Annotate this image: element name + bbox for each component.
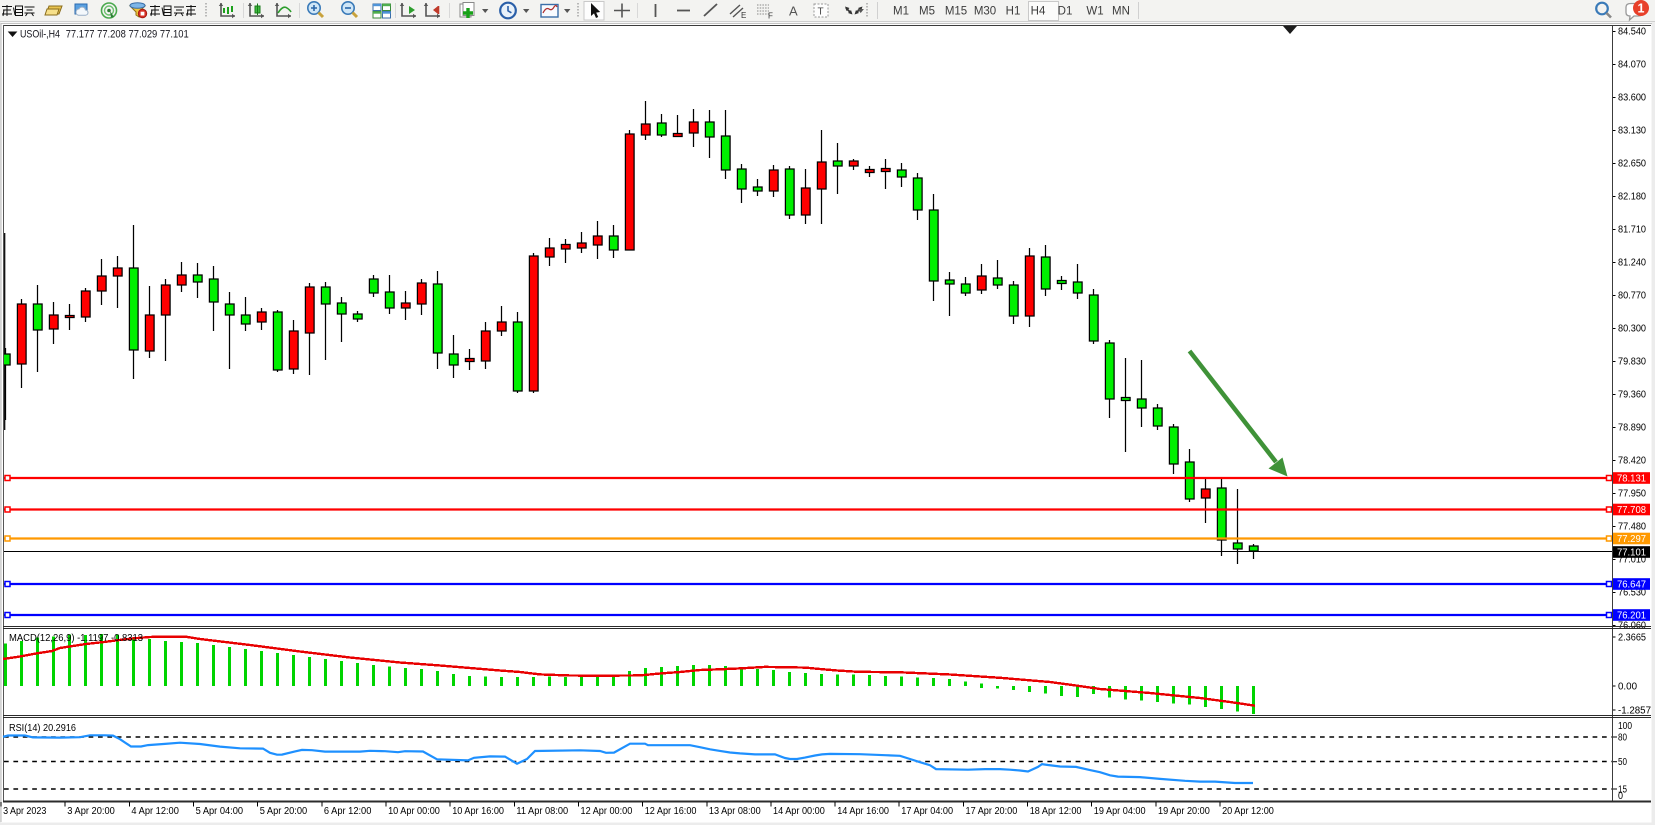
svg-text:19 Apr 04:00: 19 Apr 04:00: [1094, 806, 1146, 817]
svg-text:M1: M1: [893, 6, 909, 18]
svg-text:83.130: 83.130: [1618, 126, 1646, 137]
svg-text:5 Apr 20:00: 5 Apr 20:00: [260, 806, 308, 817]
svg-text:79.830: 79.830: [1618, 357, 1646, 368]
svg-text:10 Apr 16:00: 10 Apr 16:00: [452, 806, 504, 817]
svg-text:80.300: 80.300: [1618, 324, 1646, 335]
svg-text:79.360: 79.360: [1618, 390, 1646, 401]
svg-text:MN: MN: [1112, 6, 1130, 18]
svg-text:H4: H4: [1031, 6, 1046, 18]
svg-text:13 Apr 08:00: 13 Apr 08:00: [709, 806, 761, 817]
svg-text:RSI(14) 20.2916: RSI(14) 20.2916: [9, 723, 76, 734]
svg-text:MACD(12,26,9) -1.1197 -0.8313: MACD(12,26,9) -1.1197 -0.8313: [9, 633, 143, 644]
svg-text:10 Apr 00:00: 10 Apr 00:00: [388, 806, 440, 817]
svg-text:M15: M15: [945, 6, 967, 18]
svg-text:17 Apr 20:00: 17 Apr 20:00: [966, 806, 1018, 817]
svg-text:80.770: 80.770: [1618, 291, 1646, 302]
svg-text:83.600: 83.600: [1618, 93, 1646, 104]
svg-text:77.010: 77.010: [1618, 555, 1646, 566]
svg-text:77.177 77.208 77.029 77.101: 77.177 77.208 77.029 77.101: [66, 29, 189, 41]
svg-text:78.420: 78.420: [1618, 456, 1646, 467]
svg-text:80: 80: [1618, 733, 1627, 744]
svg-text:12 Apr 00:00: 12 Apr 00:00: [581, 806, 633, 817]
svg-text:-1.2857: -1.2857: [1618, 706, 1651, 717]
svg-text:77.480: 77.480: [1618, 522, 1646, 533]
svg-text:4 Apr 12:00: 4 Apr 12:00: [131, 806, 179, 817]
svg-text:17 Apr 04:00: 17 Apr 04:00: [901, 806, 953, 817]
svg-text:50: 50: [1618, 757, 1627, 768]
svg-text:76.647: 76.647: [1617, 580, 1646, 591]
svg-text:A: A: [789, 4, 798, 19]
svg-text:78.890: 78.890: [1618, 423, 1646, 434]
svg-text:USOil-,H4: USOil-,H4: [20, 29, 60, 41]
svg-text:2.3665: 2.3665: [1618, 633, 1646, 644]
svg-text:84.070: 84.070: [1618, 60, 1646, 71]
svg-text:14 Apr 16:00: 14 Apr 16:00: [837, 806, 889, 817]
svg-text:76.530: 76.530: [1618, 588, 1646, 599]
svg-text:E: E: [741, 11, 746, 20]
svg-text:T: T: [818, 7, 824, 18]
svg-text:3 Apr 2023: 3 Apr 2023: [3, 806, 47, 817]
svg-text:84.540: 84.540: [1618, 27, 1646, 38]
svg-text:76.201: 76.201: [1617, 611, 1646, 622]
svg-text:78.131: 78.131: [1617, 474, 1646, 485]
svg-text:20 Apr 12:00: 20 Apr 12:00: [1222, 806, 1274, 817]
svg-text:M30: M30: [974, 6, 996, 18]
svg-text:1: 1: [1638, 2, 1645, 16]
svg-text:19 Apr 20:00: 19 Apr 20:00: [1158, 806, 1210, 817]
svg-text:D1: D1: [1058, 6, 1073, 18]
svg-text:81.710: 81.710: [1618, 225, 1646, 236]
svg-text:H1: H1: [1006, 6, 1021, 18]
svg-text:11 Apr 08:00: 11 Apr 08:00: [516, 806, 568, 817]
svg-text:5 Apr 04:00: 5 Apr 04:00: [196, 806, 244, 817]
svg-text:14 Apr 00:00: 14 Apr 00:00: [773, 806, 825, 817]
svg-text:F: F: [768, 12, 773, 21]
svg-text:77.950: 77.950: [1618, 489, 1646, 500]
svg-text:77.101: 77.101: [1617, 548, 1646, 559]
svg-text:6 Apr 12:00: 6 Apr 12:00: [324, 806, 372, 817]
svg-text:82.180: 82.180: [1618, 192, 1646, 203]
svg-text:3 Apr 20:00: 3 Apr 20:00: [67, 806, 115, 817]
svg-text:M5: M5: [919, 6, 935, 18]
svg-text:0: 0: [1618, 791, 1623, 802]
svg-text:18 Apr 12:00: 18 Apr 12:00: [1030, 806, 1082, 817]
svg-text:100: 100: [1618, 721, 1632, 732]
svg-text:82.650: 82.650: [1618, 159, 1646, 170]
svg-text:15: 15: [1618, 785, 1627, 796]
svg-text:81.240: 81.240: [1618, 258, 1646, 269]
svg-text:77.708: 77.708: [1617, 505, 1646, 516]
svg-text:12 Apr 16:00: 12 Apr 16:00: [645, 806, 697, 817]
svg-text:0.00: 0.00: [1618, 682, 1637, 693]
svg-text:77.297: 77.297: [1617, 534, 1646, 545]
svg-text:W1: W1: [1086, 6, 1103, 18]
